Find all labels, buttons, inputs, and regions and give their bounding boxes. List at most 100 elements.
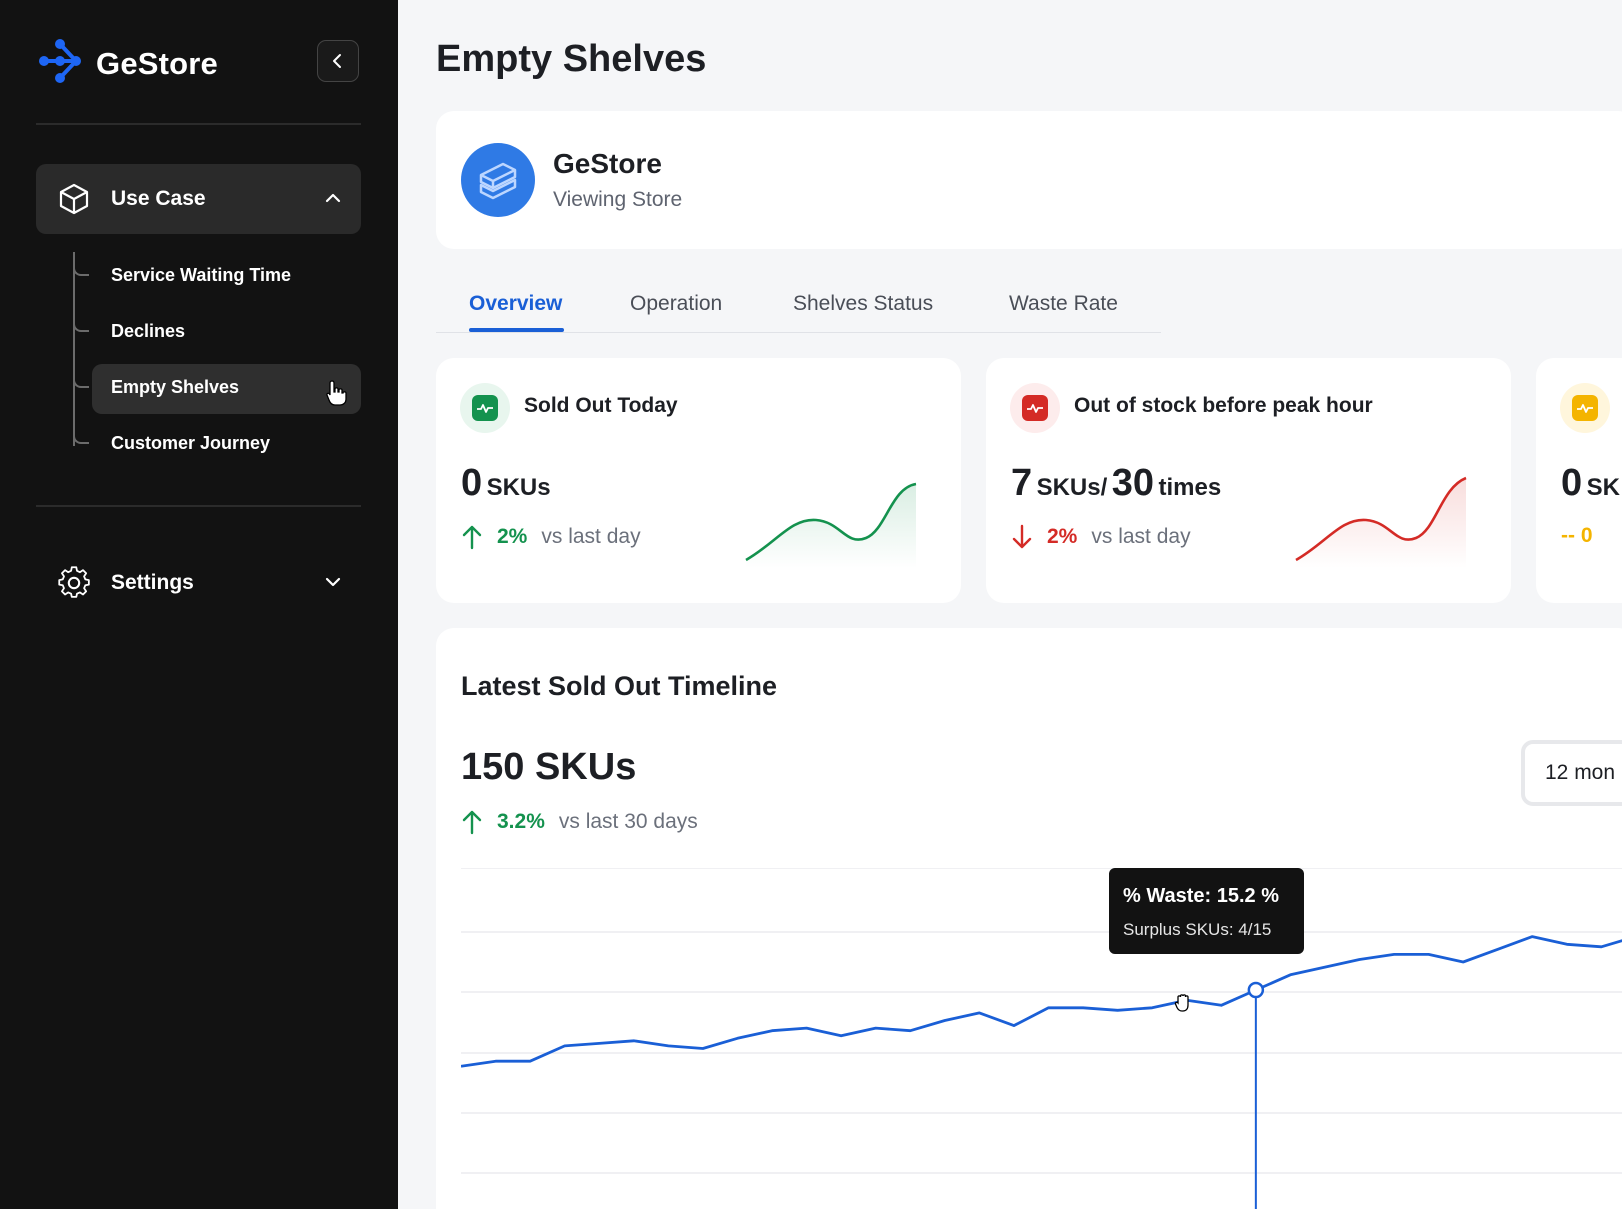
tab-waste-rate[interactable]: Waste Rate [1009, 292, 1118, 315]
tree-connector [73, 310, 89, 332]
data-point[interactable] [461, 1063, 464, 1069]
sparkline-red [1295, 476, 1467, 568]
chevron-left-icon [333, 54, 341, 68]
kpi-delta-value: -- 0 [1561, 524, 1593, 547]
kpi-number: 0 [1561, 462, 1583, 504]
kpi-card-partial[interactable]: 0 SK -- 0 [1536, 358, 1622, 603]
data-point[interactable] [804, 1025, 810, 1031]
data-point[interactable] [1529, 934, 1535, 940]
arrow-up-icon [462, 810, 482, 835]
nav-settings-label: Settings [111, 571, 194, 594]
data-point[interactable] [562, 1043, 568, 1049]
brand[interactable]: GeStore [36, 38, 218, 89]
store-card: GeStore Viewing Store [436, 111, 1622, 249]
pulse-icon [1022, 395, 1048, 421]
data-point[interactable] [734, 1035, 740, 1041]
store-subtitle: Viewing Store [553, 188, 683, 211]
kpi-unit: SK [1586, 474, 1620, 501]
kpi-card-out-of-stock[interactable]: Out of stock before peak hour 7 SKUs/ 30… [986, 358, 1511, 603]
data-point[interactable] [873, 1025, 879, 1031]
data-point[interactable] [1080, 1005, 1086, 1011]
data-point[interactable] [1391, 951, 1397, 957]
nav-settings[interactable]: Settings [36, 548, 361, 618]
main-content: Empty Shelves GeStore Viewing Store Over… [398, 0, 1622, 1209]
kpi-card-sold-out-today[interactable]: Sold Out Today 0 SKUs 2% vs last day [436, 358, 961, 603]
tab-bar: Overview Operation Shelves Status Waste … [436, 282, 1161, 333]
data-point[interactable] [1564, 941, 1570, 947]
data-point[interactable] [1149, 1005, 1155, 1011]
page-title: Empty Shelves [436, 38, 707, 80]
data-point[interactable] [1598, 944, 1604, 950]
data-point[interactable] [1460, 959, 1466, 965]
kpi-delta: 2% vs last day [1011, 524, 1191, 550]
data-point[interactable] [596, 1040, 602, 1046]
kpi-value: 0 SKUs [461, 462, 551, 505]
grab-cursor-icon [1172, 991, 1196, 1020]
data-point[interactable] [1115, 1007, 1121, 1013]
data-point[interactable] [527, 1058, 533, 1064]
timeline-compare-label: vs last 30 days [558, 810, 698, 833]
nav-use-case-label: Use Case [111, 187, 206, 210]
kpi-number-2: 30 [1111, 462, 1155, 504]
gestore-logo-icon [36, 38, 84, 89]
data-point[interactable] [907, 1028, 913, 1034]
data-point[interactable] [1218, 1002, 1224, 1008]
data-point[interactable] [631, 1038, 637, 1044]
tree-line [73, 252, 75, 446]
tooltip-subtitle: Surplus SKUs: 4/15 [1123, 920, 1272, 939]
tree-connector [73, 422, 89, 444]
sidebar-item-label: Service Waiting Time [111, 265, 292, 285]
tab-operation[interactable]: Operation [630, 292, 723, 315]
sparkline-green [745, 482, 917, 568]
kpi-delta-value: 2% [1047, 525, 1078, 548]
period-selector-button[interactable]: 12 mon [1521, 740, 1622, 806]
collapse-sidebar-button[interactable] [317, 40, 359, 82]
chevron-down-icon [325, 574, 341, 592]
data-point[interactable] [1287, 972, 1293, 978]
timeline-delta: 3.2% vs last 30 days [461, 809, 698, 835]
sidebar-item-label: Customer Journey [111, 433, 271, 453]
tree-connector [73, 254, 89, 276]
data-point[interactable] [665, 1043, 671, 1049]
kpi-value: 7 SKUs/ 30 times [1011, 462, 1221, 505]
kpi-unit: SKUs/ [1036, 474, 1108, 501]
timeline-title: Latest Sold Out Timeline [461, 671, 778, 701]
kpi-compare-label: vs last day [541, 525, 641, 548]
tooltip-title: % Waste: 15.2 % [1123, 885, 1279, 907]
tab-shelves-status[interactable]: Shelves Status [793, 292, 934, 315]
kpi-unit: SKUs [486, 474, 551, 501]
kpi-number: 7 [1011, 462, 1033, 504]
data-point[interactable] [942, 1018, 948, 1024]
sidebar-item-label: Empty Shelves [111, 377, 240, 397]
data-point[interactable] [493, 1058, 499, 1064]
data-point[interactable] [838, 1033, 844, 1039]
pulse-icon [1572, 395, 1598, 421]
data-point[interactable] [1011, 1023, 1017, 1029]
data-point[interactable] [1426, 951, 1432, 957]
store-logo-icon [461, 143, 535, 217]
arrow-down-icon [1012, 524, 1032, 549]
period-label: 12 mon [1545, 761, 1616, 784]
kpi-compare-label: vs last day [1091, 525, 1191, 548]
data-point[interactable] [1357, 957, 1363, 963]
data-point[interactable] [1046, 1005, 1052, 1011]
data-point[interactable] [1322, 964, 1328, 970]
data-point[interactable] [1495, 946, 1501, 952]
kpi-title: Sold Out Today [524, 394, 678, 417]
tab-overview[interactable]: Overview [469, 292, 563, 315]
kpi-unit-2: times [1158, 474, 1222, 501]
chevron-up-icon [325, 190, 341, 208]
series-line [461, 935, 1622, 1068]
kpi-icon-wrap [1560, 383, 1610, 433]
sidebar: GeStore Use Case Service Waiting Time De… [0, 0, 398, 1209]
highlighted-data-point[interactable] [1247, 981, 1265, 999]
data-point[interactable] [976, 1010, 982, 1016]
data-point[interactable] [700, 1045, 706, 1051]
arrow-up-icon [462, 525, 482, 550]
nav-use-case[interactable]: Use Case [36, 164, 361, 234]
timeline-line-chart[interactable] [461, 868, 1622, 1209]
kpi-value: 0 SK [1561, 462, 1620, 505]
data-point[interactable] [769, 1028, 775, 1034]
kpi-icon-wrap [1010, 383, 1060, 433]
